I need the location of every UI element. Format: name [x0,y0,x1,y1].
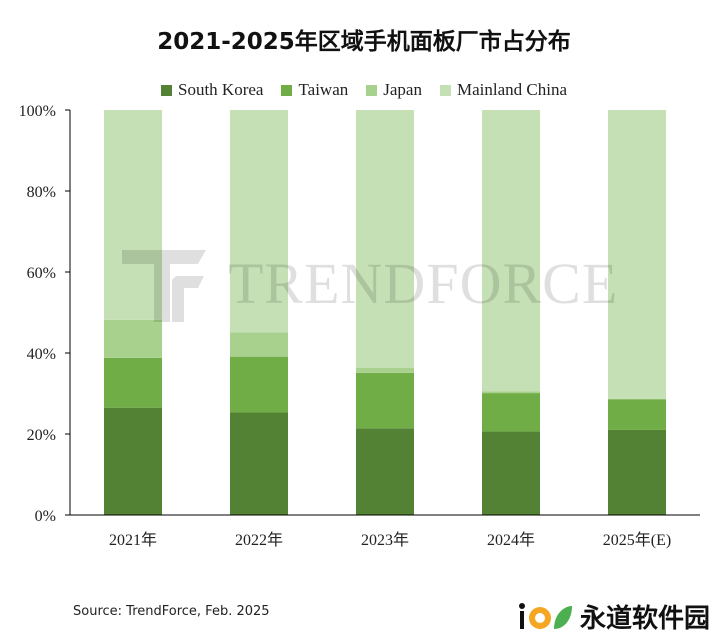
x-tick-label: 2024年 [487,531,535,549]
bar-segment [356,367,414,373]
x-tick-label: 2022年 [235,531,283,549]
bar-segment [356,428,414,515]
bar-segment [482,393,540,432]
legend-swatch [161,84,172,96]
trendforce-logo-watermark [118,246,210,331]
legend-label: Taiwan [298,80,349,99]
bar-segment [608,429,666,515]
bar-segment [230,332,288,357]
legend-item: South Korea [161,80,263,100]
bar-segment [482,391,540,394]
y-tick-label: 20% [27,427,56,444]
y-tick-label: 0% [35,508,56,525]
legend-item: Japan [366,80,422,100]
bar-segment [104,357,162,408]
legend-item: Taiwan [281,80,348,100]
bar-segment [104,407,162,515]
chart-title: 2021-2025年区域手机面板厂市占分布 [157,29,571,55]
y-tick-label: 40% [27,346,56,363]
bar-segment [230,412,288,515]
bar-segment [356,372,414,429]
x-tick-label: 2021年 [109,531,157,549]
site-brand: 永道软件园 [518,598,710,635]
source-note: Source: TrendForce, Feb. 2025 [73,604,270,619]
bar-segment [104,110,162,320]
bar-segment [104,319,162,358]
legend-label: South Korea [178,80,264,99]
bar-segment [230,356,288,413]
legend-swatch [366,84,378,96]
site-brand-name: 永道软件园 [580,604,711,634]
trendforce-watermark: TRENDFORCE [228,251,619,316]
bar-segment [230,110,288,333]
bar-segment [482,110,540,392]
legend-swatch [281,84,293,96]
bar-segment [608,399,666,430]
brand-logo-icon [519,602,572,629]
bar-segment [356,110,414,368]
y-tick-label: 100% [19,103,56,120]
y-tick-label: 80% [27,184,56,201]
legend-label: Japan [383,80,422,99]
legend-item: Mainland China [439,80,567,100]
y-tick-label: 60% [27,265,56,282]
x-tick-label: 2025年(E) [603,531,671,549]
legend-label: Mainland China [456,80,567,99]
bar-segment [482,431,540,515]
bar-segment [608,110,666,400]
legend: South Korea Taiwan Japan Mainland China [0,80,728,100]
legend-swatch [439,84,451,96]
x-tick-label: 2023年 [361,531,409,549]
